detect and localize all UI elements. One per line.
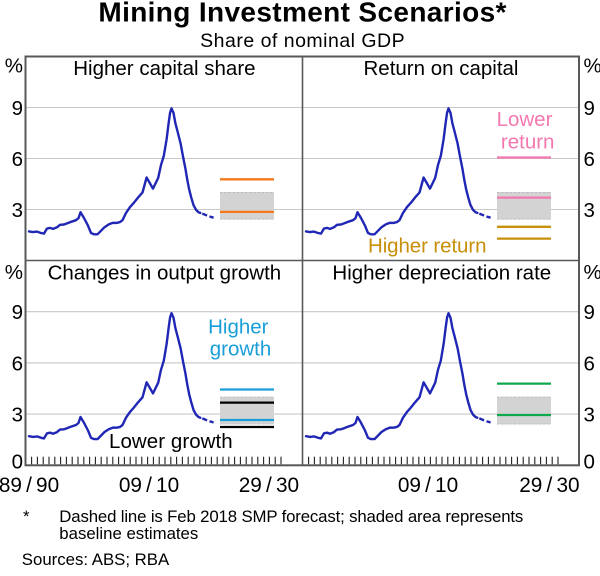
svg-text:89 / 90: 89 / 90 xyxy=(0,474,59,497)
svg-text:%: % xyxy=(5,54,23,77)
svg-text:Higher: Higher xyxy=(208,316,269,339)
svg-text:6: 6 xyxy=(584,352,595,375)
svg-text:Higher return: Higher return xyxy=(368,234,487,257)
svg-text:Lower: Lower xyxy=(497,108,553,131)
svg-text:Lower growth: Lower growth xyxy=(109,430,233,453)
svg-text:*: * xyxy=(23,507,30,526)
svg-text:Changes in output growth: Changes in output growth xyxy=(48,261,282,284)
svg-text:6: 6 xyxy=(12,352,23,375)
svg-text:Higher capital share: Higher capital share xyxy=(73,57,255,80)
svg-text:6: 6 xyxy=(12,148,23,171)
svg-text:growth: growth xyxy=(210,337,272,360)
svg-text:09 / 10: 09 / 10 xyxy=(398,474,458,497)
svg-text:9: 9 xyxy=(12,97,23,120)
svg-text:3: 3 xyxy=(12,404,23,427)
svg-text:9: 9 xyxy=(12,301,23,324)
svg-text:return: return xyxy=(501,131,555,154)
svg-text:9: 9 xyxy=(584,97,595,120)
svg-text:6: 6 xyxy=(584,148,595,171)
svg-text:0: 0 xyxy=(584,450,595,473)
svg-text:Higher depreciation rate: Higher depreciation rate xyxy=(332,261,551,284)
svg-text:%: % xyxy=(584,261,600,284)
svg-text:29 / 30: 29 / 30 xyxy=(239,474,299,497)
svg-text:3: 3 xyxy=(584,199,595,222)
svg-text:baseline estimates: baseline estimates xyxy=(59,524,198,543)
svg-text:Share of nominal GDP: Share of nominal GDP xyxy=(200,30,405,52)
svg-text:0: 0 xyxy=(12,450,23,473)
svg-text:%: % xyxy=(5,261,23,284)
svg-text:Mining Investment Scenarios*: Mining Investment Scenarios* xyxy=(98,0,506,27)
svg-text:3: 3 xyxy=(584,404,595,427)
svg-text:09 / 10: 09 / 10 xyxy=(119,474,179,497)
svg-text:3: 3 xyxy=(12,199,23,222)
svg-text:9: 9 xyxy=(584,301,595,324)
svg-text:Return on capital: Return on capital xyxy=(364,57,519,80)
svg-text:Sources: ABS; RBA: Sources: ABS; RBA xyxy=(22,550,170,569)
svg-text:%: % xyxy=(584,54,600,77)
svg-text:29 / 30: 29 / 30 xyxy=(519,474,579,497)
